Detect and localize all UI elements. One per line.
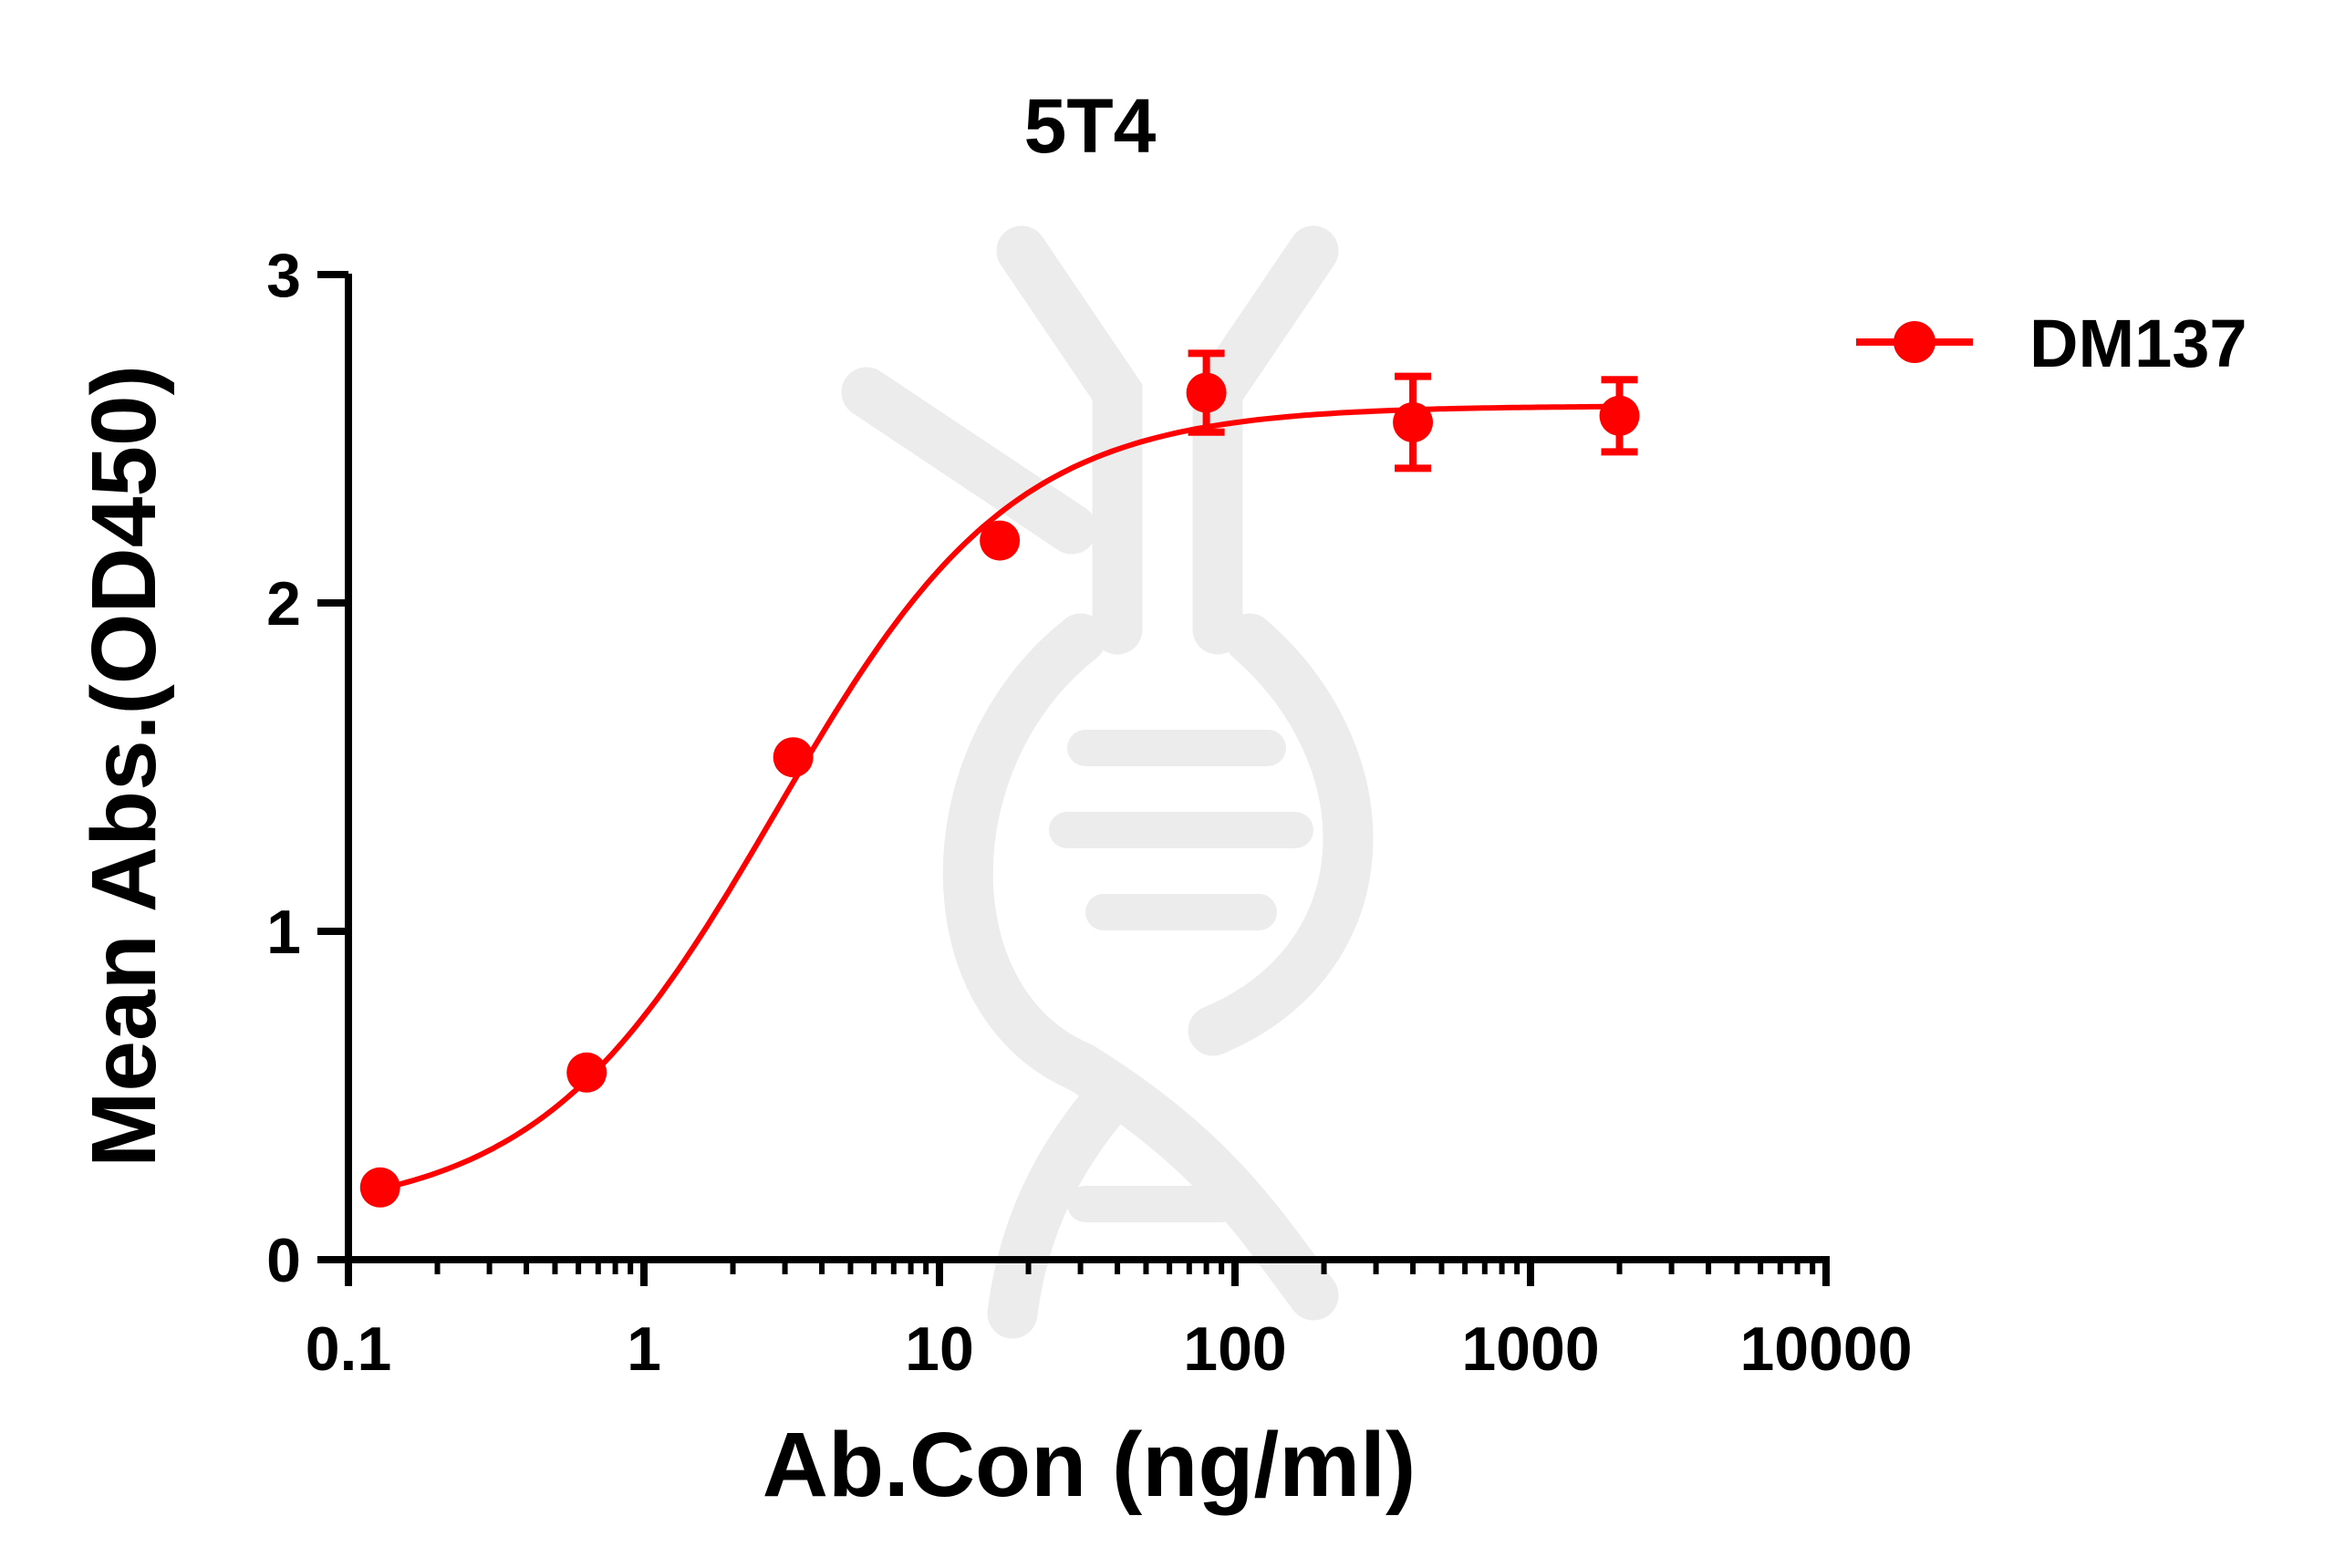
y-tick-label: 1: [266, 898, 301, 967]
legend-label-dm137: DM137: [2029, 306, 2247, 381]
data-point: [773, 737, 814, 778]
legend-marker: [1894, 321, 1935, 363]
x-tick-label: 0.1: [306, 1314, 392, 1384]
x-axis-label: Ab.Con (ng/ml): [763, 1414, 1417, 1516]
chart-title: 5T4: [1024, 83, 1157, 169]
x-axis: 0.1 1 10 100 1000 10000: [306, 1256, 1913, 1384]
watermark-logo: [841, 225, 1374, 1339]
x-tick-label: 100: [1183, 1314, 1286, 1384]
x-tick-label: 1: [627, 1314, 661, 1384]
y-tick-label: 0: [266, 1226, 301, 1295]
data-points: [359, 372, 1640, 1208]
y-axis-label: Mean Abs.(OD450): [73, 365, 175, 1168]
data-point: [359, 1167, 400, 1208]
x-ticks: 0.1 1 10 100 1000 10000: [306, 1260, 1913, 1384]
y-ticks: 0 1 2 3: [266, 241, 348, 1295]
x-tick-label: 10000: [1739, 1314, 1912, 1384]
y-axis: 0 1 2 3: [266, 241, 352, 1295]
y-tick-label: 2: [266, 569, 301, 639]
data-point: [980, 520, 1021, 561]
x-tick-label: 1000: [1461, 1314, 1599, 1384]
y-tick-label: 3: [266, 241, 301, 310]
legend: DM137: [1856, 306, 2247, 381]
data-point: [566, 1052, 607, 1093]
data-point: [1599, 395, 1640, 436]
x-tick-label: 10: [905, 1314, 974, 1384]
data-point: [1186, 372, 1227, 413]
data-point: [1393, 402, 1434, 442]
